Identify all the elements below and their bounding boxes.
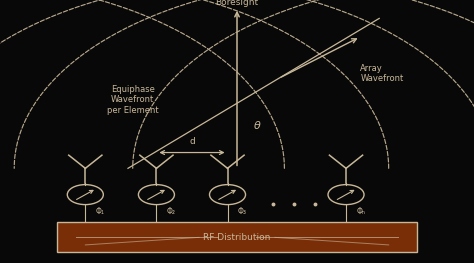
Text: Equiphase
Wavefront
per Element: Equiphase Wavefront per Element xyxy=(107,85,158,115)
Text: θ: θ xyxy=(254,121,260,131)
Text: Boresight: Boresight xyxy=(216,0,258,7)
Text: Φₙ: Φₙ xyxy=(356,207,365,216)
Text: d: d xyxy=(189,137,195,146)
FancyBboxPatch shape xyxy=(57,222,417,252)
Text: Φ₁: Φ₁ xyxy=(96,207,105,216)
Text: Φ₃: Φ₃ xyxy=(238,207,247,216)
Text: Φ₂: Φ₂ xyxy=(167,207,176,216)
Text: RF Distribution: RF Distribution xyxy=(203,233,271,242)
Text: Array
Wavefront: Array Wavefront xyxy=(360,64,403,83)
